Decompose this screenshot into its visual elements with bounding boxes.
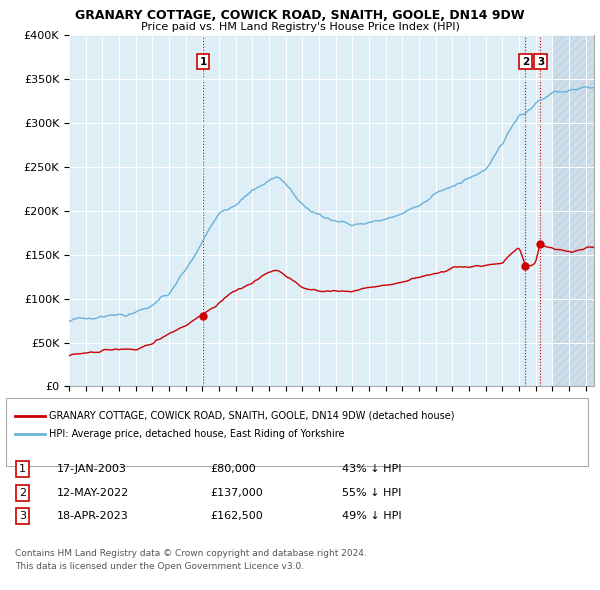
Text: 17-JAN-2003: 17-JAN-2003 [57,464,127,474]
Text: £162,500: £162,500 [210,512,263,521]
Text: 1: 1 [199,57,206,67]
Text: HPI: Average price, detached house, East Riding of Yorkshire: HPI: Average price, detached house, East… [49,429,344,438]
Text: 3: 3 [19,512,26,521]
Text: Price paid vs. HM Land Registry's House Price Index (HPI): Price paid vs. HM Land Registry's House … [140,22,460,32]
Text: 55% ↓ HPI: 55% ↓ HPI [342,488,401,497]
Text: Contains HM Land Registry data © Crown copyright and database right 2024.: Contains HM Land Registry data © Crown c… [15,549,367,558]
Text: 3: 3 [537,57,544,67]
Text: 49% ↓ HPI: 49% ↓ HPI [342,512,401,521]
Text: 1: 1 [19,464,26,474]
Text: 2: 2 [19,488,26,497]
Bar [553,35,600,386]
Text: 43% ↓ HPI: 43% ↓ HPI [342,464,401,474]
Text: 2: 2 [522,57,529,67]
Text: GRANARY COTTAGE, COWICK ROAD, SNAITH, GOOLE, DN14 9DW (detached house): GRANARY COTTAGE, COWICK ROAD, SNAITH, GO… [49,411,455,421]
Text: GRANARY COTTAGE, COWICK ROAD, SNAITH, GOOLE, DN14 9DW: GRANARY COTTAGE, COWICK ROAD, SNAITH, GO… [75,9,525,22]
Text: £80,000: £80,000 [210,464,256,474]
Text: £137,000: £137,000 [210,488,263,497]
Text: 12-MAY-2022: 12-MAY-2022 [57,488,129,497]
Text: This data is licensed under the Open Government Licence v3.0.: This data is licensed under the Open Gov… [15,562,304,571]
Bar [553,35,600,386]
Text: 18-APR-2023: 18-APR-2023 [57,512,129,521]
